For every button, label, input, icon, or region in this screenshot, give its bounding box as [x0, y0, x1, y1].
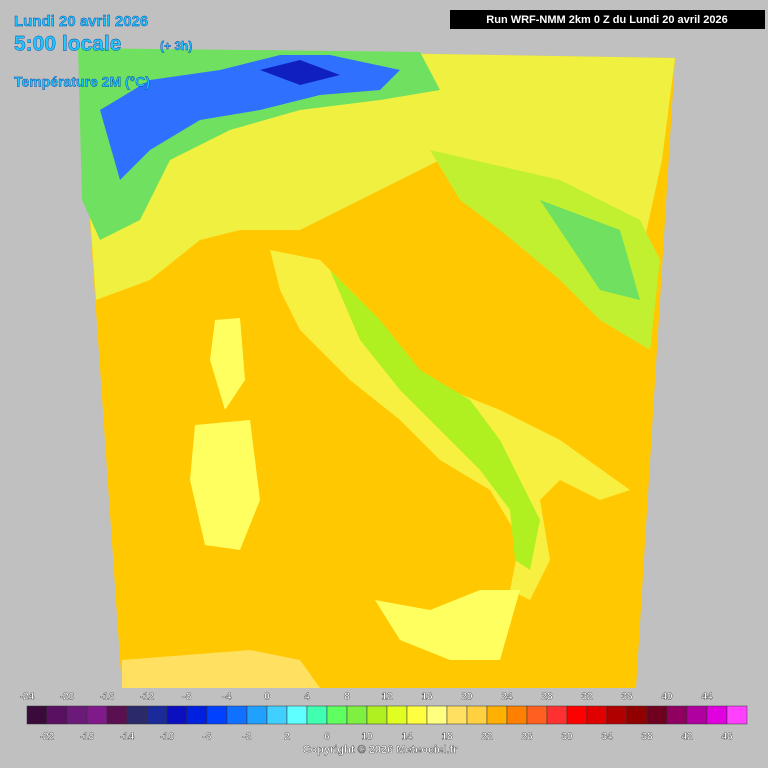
- legend-tick-label: 0: [264, 692, 270, 703]
- legend-tick-label: 20: [461, 692, 473, 703]
- legend-tick-label: 16: [421, 692, 433, 703]
- sicily: [375, 590, 520, 660]
- legend-swatch: [286, 705, 308, 725]
- run-box: [450, 10, 765, 29]
- legend-tick-label: -12: [140, 692, 155, 703]
- sardinia: [190, 420, 260, 550]
- legend-swatch: [306, 705, 328, 725]
- legend-swatch: [166, 705, 188, 725]
- legend-tick-label: -16: [100, 692, 115, 703]
- legend-tick-label: 22: [481, 732, 493, 743]
- legend-swatch: [446, 705, 468, 725]
- legend-swatch: [466, 705, 488, 725]
- legend-swatch: [346, 705, 368, 725]
- legend-swatch: [86, 705, 108, 725]
- legend-tick-label: -22: [40, 732, 55, 743]
- legend-tick-label: -4: [223, 692, 232, 703]
- legend-swatch: [566, 705, 588, 725]
- legend-swatch: [526, 705, 548, 725]
- legend-tick-label: 26: [521, 732, 533, 743]
- legend-tick-label: -2: [243, 732, 252, 743]
- legend-tick-label: 4: [304, 692, 310, 703]
- legend: -24 -20 -16 -12 -8 -4 0 4 8 12 16 20 24 28 32 36 40 44-22…: [20, 691, 748, 743]
- legend-swatch: [726, 705, 748, 725]
- date-label: Lundi 20 avril 2026: [14, 13, 148, 30]
- apennines: [330, 270, 540, 570]
- legend-tick-label: -8: [183, 692, 192, 703]
- legend-swatch: [706, 705, 728, 725]
- legend-tick-label: -14: [120, 732, 135, 743]
- offset-label: (+ 3h): [160, 39, 192, 53]
- legend-tick-label: 38: [641, 732, 653, 743]
- copyright: Copyright © 2026 Meteociel.fr: [303, 744, 459, 756]
- legend-swatch: [426, 705, 448, 725]
- legend-swatch: [206, 705, 228, 725]
- legend-tick-label: 30: [561, 732, 573, 743]
- legend-swatch: [126, 705, 148, 725]
- legend-tick-label: 8: [344, 692, 350, 703]
- legend-tick-label: 32: [581, 692, 593, 703]
- legend-tick-label: 40: [661, 692, 673, 703]
- legend-tick-label: 34: [601, 732, 613, 743]
- alps-cold: [100, 55, 400, 180]
- legend-tick-label: 6: [324, 732, 330, 743]
- alps-coldest: [260, 60, 340, 85]
- legend-swatch: [246, 705, 268, 725]
- legend-swatch: [326, 705, 348, 725]
- legend-swatch: [366, 705, 388, 725]
- legend-tick-label: -18: [80, 732, 95, 743]
- balkans: [430, 150, 660, 350]
- legend-tick-label: 10: [361, 732, 373, 743]
- time-label: 5:00 locale: [14, 33, 121, 56]
- legend-swatch: [386, 705, 408, 725]
- legend-swatch: [406, 705, 428, 725]
- legend-swatch: [626, 705, 648, 725]
- legend-swatch: [606, 705, 628, 725]
- legend-tick-label: -20: [60, 692, 75, 703]
- legend-tick-label: 18: [441, 732, 453, 743]
- legend-swatch: [266, 705, 288, 725]
- legend-swatch: [186, 705, 208, 725]
- legend-tick-label: 24: [501, 692, 513, 703]
- legend-swatch: [666, 705, 688, 725]
- legend-tick-label: 28: [541, 692, 553, 703]
- variable-label: Température 2M (°C): [14, 74, 150, 90]
- legend-swatch: [46, 705, 68, 725]
- legend-swatch: [66, 705, 88, 725]
- legend-swatch: [546, 705, 568, 725]
- legend-tick-label: 46: [721, 732, 733, 743]
- legend-swatch: [26, 705, 48, 725]
- legend-swatch: [646, 705, 668, 725]
- run-label: Run WRF-NMM 2km 0 Z du Lundi 20 avril 20…: [486, 14, 727, 26]
- legend-tick-label: -6: [203, 732, 212, 743]
- legend-swatch: [586, 705, 608, 725]
- legend-tick-label: -10: [160, 732, 175, 743]
- balkans-green: [540, 200, 640, 300]
- legend-tick-label: 12: [381, 692, 393, 703]
- legend-swatch: [506, 705, 528, 725]
- corsica: [210, 318, 245, 410]
- legend-tick-label: 14: [401, 732, 413, 743]
- legend-swatch: [686, 705, 708, 725]
- legend-tick-label: -24: [20, 692, 35, 703]
- legend-tick-label: 2: [284, 732, 290, 743]
- legend-tick-label: 42: [681, 732, 693, 743]
- north-africa: [122, 650, 320, 688]
- legend-swatch: [226, 705, 248, 725]
- legend-swatch: [486, 705, 508, 725]
- legend-swatch: [106, 705, 128, 725]
- legend-swatch: [146, 705, 168, 725]
- legend-tick-label: 44: [701, 692, 713, 703]
- legend-tick-label: 36: [621, 692, 633, 703]
